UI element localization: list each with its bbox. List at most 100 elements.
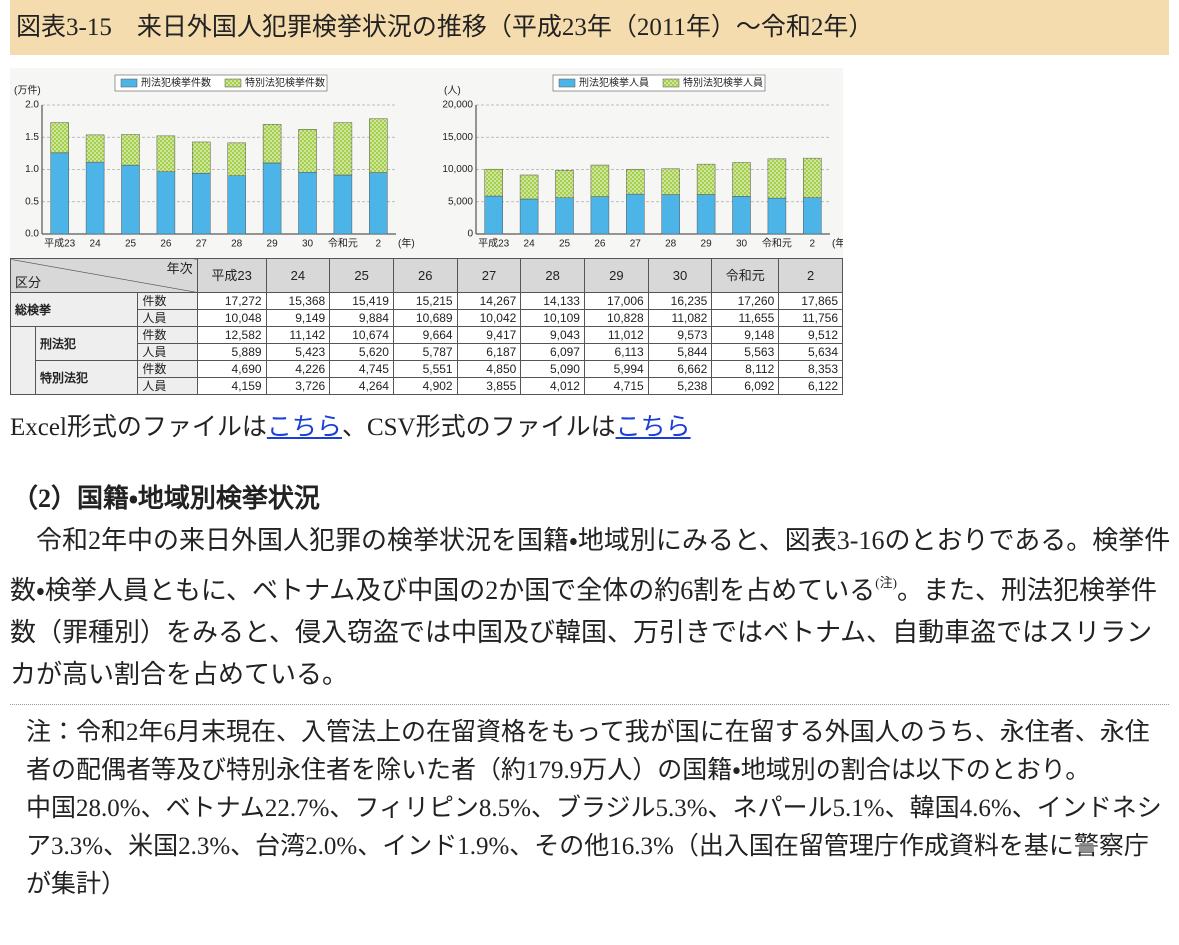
x-tick-label: 25: [125, 239, 137, 250]
y-tick-label: 20,000: [442, 100, 473, 111]
legend-swatch: [558, 78, 576, 88]
data-table: 年次 区分 平成23 24 25 26 27 28 29 30 令和元 2 総検挙 件数 17,272 15,…: [9, 258, 843, 395]
y-tick-label: 0.5: [25, 196, 39, 207]
column-header: 令和元: [711, 258, 780, 293]
note: 注：令和2年6月末現在、入管法上の在留資格をもって我が国に在留する外国人のうち、…: [26, 714, 1171, 904]
y-tick-label: 2.0: [25, 100, 39, 111]
column-header: 2: [778, 258, 843, 293]
legend-frame: [114, 74, 328, 92]
table-cell: 11,756: [778, 309, 843, 327]
bar-segment: [626, 168, 645, 195]
x-tick-label: 28: [231, 239, 243, 250]
section-heading: （2）国籍・地域別検挙状況: [12, 484, 320, 513]
bar-segment: [121, 164, 140, 235]
bar-segment: [192, 141, 211, 174]
bar-segment: [519, 198, 539, 235]
bar-segment: [590, 164, 610, 197]
table-cell: 14,267: [456, 292, 522, 310]
x-tick-label: 27: [630, 239, 642, 250]
table-cell: 3,726: [265, 377, 331, 395]
y-tick-label: 0: [467, 229, 473, 240]
bar-segment: [192, 173, 211, 235]
note-text: 中国28.0%、ベトナム22.7%、フィリピン8.5%、ブラジル5.3%、ネパー…: [26, 795, 1162, 898]
bar-segment: [85, 161, 105, 235]
bar-segment: [85, 134, 105, 163]
table-cell: 10,042: [456, 309, 522, 327]
bar-segment: [156, 171, 176, 235]
bar-segment: [369, 172, 388, 235]
bar-segment: [696, 163, 716, 195]
bar-segment: [484, 168, 503, 197]
row-label: 件数: [137, 360, 198, 378]
bar-segment: [732, 162, 751, 197]
table-cell: 9,417: [456, 326, 522, 344]
bar-segment: [661, 194, 680, 235]
table-cell: 5,844: [647, 343, 713, 361]
y-tick-label: 0.0: [25, 229, 39, 240]
text: 。また、刑法犯検挙件数（罪種別）をみると、侵入窃盗では中国及び韓国、万引きではベ…: [10, 576, 1157, 689]
bar-segment: [50, 122, 69, 154]
csv-link[interactable]: こちら: [615, 414, 691, 441]
table-cell: 11,082: [647, 309, 713, 327]
bar-segment: [262, 124, 282, 164]
legend: 刑法犯検挙人員 特別法犯検挙人員: [552, 74, 766, 92]
legend-label: 特別法犯検挙件数: [245, 76, 325, 89]
y-tick-label: 1.5: [25, 132, 39, 143]
table-cell: 15,368: [265, 292, 331, 310]
table-cell: 9,149: [265, 309, 331, 327]
bar-segment: [767, 158, 787, 199]
text: 令和2年中の来日外国人犯罪の検挙状況を国籍・地域別にみると、図表3-16のとおり…: [10, 526, 1171, 605]
x-tick-label: 24: [90, 239, 102, 250]
bar-segment: [519, 174, 539, 200]
row-label: 人員: [137, 343, 198, 361]
bar-segment: [262, 162, 282, 235]
table-cell: 4,715: [583, 377, 649, 395]
table-cell: 8,353: [778, 360, 843, 378]
column-header: 25: [329, 258, 394, 293]
table-cell: 4,690: [196, 360, 267, 378]
table-cell: 17,272: [196, 292, 267, 310]
legend-label: 特別法犯検挙人員: [683, 76, 763, 89]
table-cell: 6,092: [711, 377, 780, 395]
y-axis-unit: (人): [444, 86, 461, 97]
column-header: 24: [265, 258, 331, 293]
bar-segment: [590, 196, 610, 235]
charts: (万件) 0.0 0.5 1.0 1.5 2.0 平成23 24 25 26 27 28 29 30 令和元…: [10, 68, 843, 258]
table-cell: 17,006: [583, 292, 649, 310]
table-cell: 5,634: [778, 343, 843, 361]
bar-segment: [227, 175, 246, 235]
bar-segment: [732, 196, 751, 235]
excel-link[interactable]: こちら: [266, 414, 342, 441]
table-cell: 4,902: [392, 377, 458, 395]
x-tick-label: 令和元: [762, 237, 792, 250]
bar-segment: [369, 118, 388, 173]
legend-swatch: [120, 78, 138, 88]
table-cell: 4,850: [456, 360, 522, 378]
column-header: 28: [520, 258, 585, 293]
bar-segment: [298, 129, 317, 173]
bar-segment: [298, 172, 317, 235]
x-tick-label: 30: [302, 239, 314, 250]
table-cell: 4,226: [265, 360, 331, 378]
table-cell: 6,187: [456, 343, 522, 361]
table-cell: 5,423: [265, 343, 331, 361]
table-cell: 6,122: [778, 377, 843, 395]
x-axis-unit: (年): [398, 237, 415, 250]
x-tick-label: 26: [160, 239, 172, 250]
group-label: 特別法犯: [34, 360, 139, 395]
corner-label: 年次: [166, 260, 193, 276]
table-cell: 5,787: [392, 343, 458, 361]
bar-segment: [767, 197, 787, 235]
y-tick-label: 5,000: [448, 196, 473, 207]
legend-swatch: [224, 78, 242, 88]
y-tick-label: 15,000: [442, 132, 473, 143]
bar-segment: [803, 197, 822, 235]
x-tick-label: 2: [376, 239, 382, 250]
x-tick-label: 30: [736, 239, 748, 250]
bar-segment: [696, 194, 716, 235]
table-cell: 6,097: [520, 343, 585, 361]
corner-label: 区分: [15, 274, 42, 290]
row-label: 人員: [137, 309, 198, 327]
table-cell: 11,012: [583, 326, 649, 344]
